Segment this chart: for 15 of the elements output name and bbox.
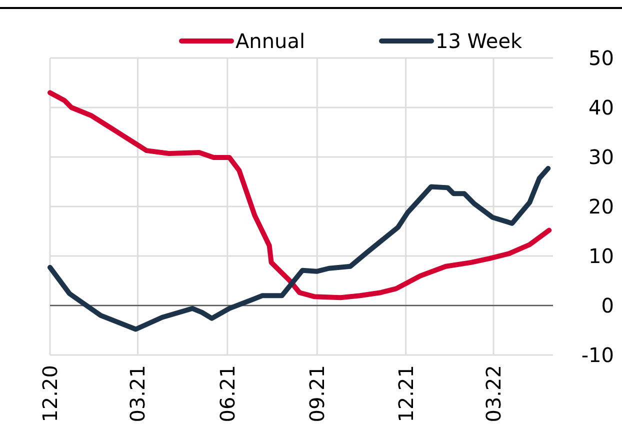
x-tick-label: 09.21 [305,365,330,422]
y-tick-label: 50 [588,46,614,70]
y-tick-label: 40 [588,96,614,120]
x-tick-label: 12.20 [38,365,62,422]
y-tick-label: 10 [588,244,614,268]
legend-label: 13 Week [436,29,523,53]
legend-label: Annual [236,29,306,53]
x-tick-label: 03.21 [126,365,150,422]
x-tick-label: 03.22 [482,365,506,422]
x-tick-label: 06.21 [215,365,240,422]
y-tick-label: -10 [581,343,614,367]
y-tick-label: 30 [588,145,614,169]
x-tick-label: 12.21 [394,365,418,422]
y-tick-label: 0 [601,294,614,318]
y-tick-label: 20 [588,194,614,218]
